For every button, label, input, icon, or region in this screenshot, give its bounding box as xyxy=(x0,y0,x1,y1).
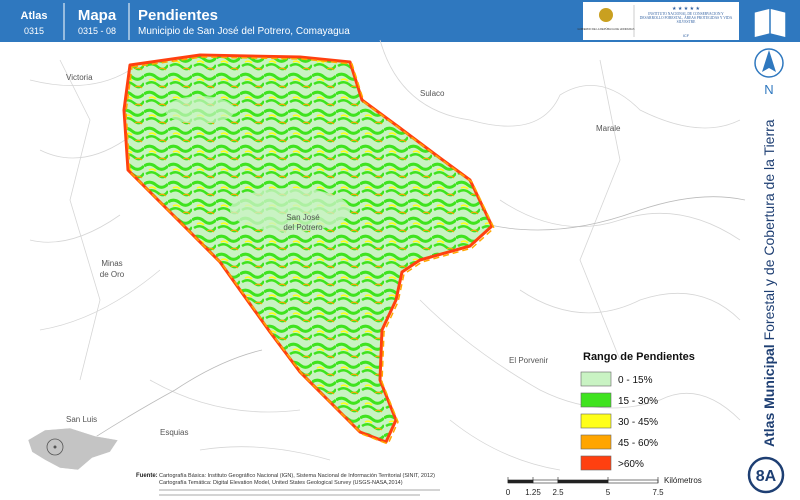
legend: Rango de Pendientes 0 - 15% 15 - 30% 30 - … xyxy=(580,351,695,471)
scale-tick-label: 1.25 xyxy=(525,488,541,497)
logo-right-box: INSTITUTO NACIONAL DE CONSERVACIÓN Y DES… xyxy=(639,12,733,24)
place-label: Sulaco xyxy=(420,89,445,98)
scale-segment xyxy=(607,479,659,484)
scale-tick-label: 0 xyxy=(506,488,511,497)
legend-swatch xyxy=(580,455,612,471)
sidebar-title: Atlas Municipal Forestal y de Cobertura … xyxy=(761,119,777,447)
legend-label: 30 - 45% xyxy=(618,417,658,428)
scale-segment xyxy=(557,479,609,484)
scale-tick-label: 7.5 xyxy=(652,488,664,497)
sidebar-title-rest: Forestal y de Cobertura de la Tierra xyxy=(761,119,777,340)
scale-segment xyxy=(507,479,534,484)
place-label: Esquias xyxy=(160,428,188,437)
page-badge xyxy=(747,456,785,494)
scale-tick-label: 2.5 xyxy=(552,488,564,497)
source-line: Cartografía Básica: Instituto Geográfico… xyxy=(159,473,435,479)
place-label: del Potrero xyxy=(283,223,323,232)
legend-title: Rango de Pendientes xyxy=(583,351,695,363)
logo-right-text: INSTITUTO NACIONAL DE CONSERVACIÓN Y DES… xyxy=(639,12,733,24)
legend-label: >60% xyxy=(618,459,644,470)
legend-swatch xyxy=(580,371,612,387)
inset-map xyxy=(27,427,119,471)
north-label: N xyxy=(764,82,773,97)
place-label: Marale xyxy=(596,124,621,133)
legend-swatch xyxy=(580,434,612,450)
legend-label: 45 - 60% xyxy=(618,438,658,449)
place-label: de Oro xyxy=(100,270,125,279)
coat-of-arms xyxy=(599,8,613,22)
map-code: 0315 - 08 xyxy=(78,26,116,36)
scale-tick-label: 5 xyxy=(606,488,611,497)
page-number: 8A xyxy=(756,468,777,485)
book-icon xyxy=(753,7,787,39)
logo-stars: ★ ★ ★ ★ ★ xyxy=(672,6,700,12)
north-arrow xyxy=(762,50,776,72)
map-subtitle: Municipio de San José del Potrero, Comay… xyxy=(138,26,350,37)
place-label: Minas xyxy=(101,259,122,268)
logo-right-short: ICF xyxy=(683,33,690,38)
place-label: El Porvenir xyxy=(509,356,548,365)
source-line: Cartografía Temática: Digital Elevation … xyxy=(159,480,403,486)
place-label: San José xyxy=(286,213,320,222)
legend-label: 0 - 15% xyxy=(618,375,653,386)
scale-segment xyxy=(532,479,559,484)
place-label: Victoria xyxy=(66,73,93,82)
map-label: Mapa xyxy=(78,7,117,24)
source-label: Fuente: xyxy=(136,473,158,479)
sidebar-title-bold: Atlas Municipal xyxy=(761,344,777,447)
inset-locator xyxy=(46,438,64,456)
legend-swatch xyxy=(580,413,612,429)
legend-swatch xyxy=(580,392,612,408)
atlas-label: Atlas xyxy=(21,10,48,22)
atlas-code: 0315 xyxy=(24,26,44,36)
place-label: San Luis xyxy=(66,415,97,424)
logo-left-text: GOBIERNO DE LA REPÚBLICA DE HONDURAS xyxy=(577,26,634,31)
scale-unit: Kilómetros xyxy=(664,476,702,485)
legend-label: 15 - 30% xyxy=(618,396,658,407)
map-title: Pendientes xyxy=(138,7,218,24)
